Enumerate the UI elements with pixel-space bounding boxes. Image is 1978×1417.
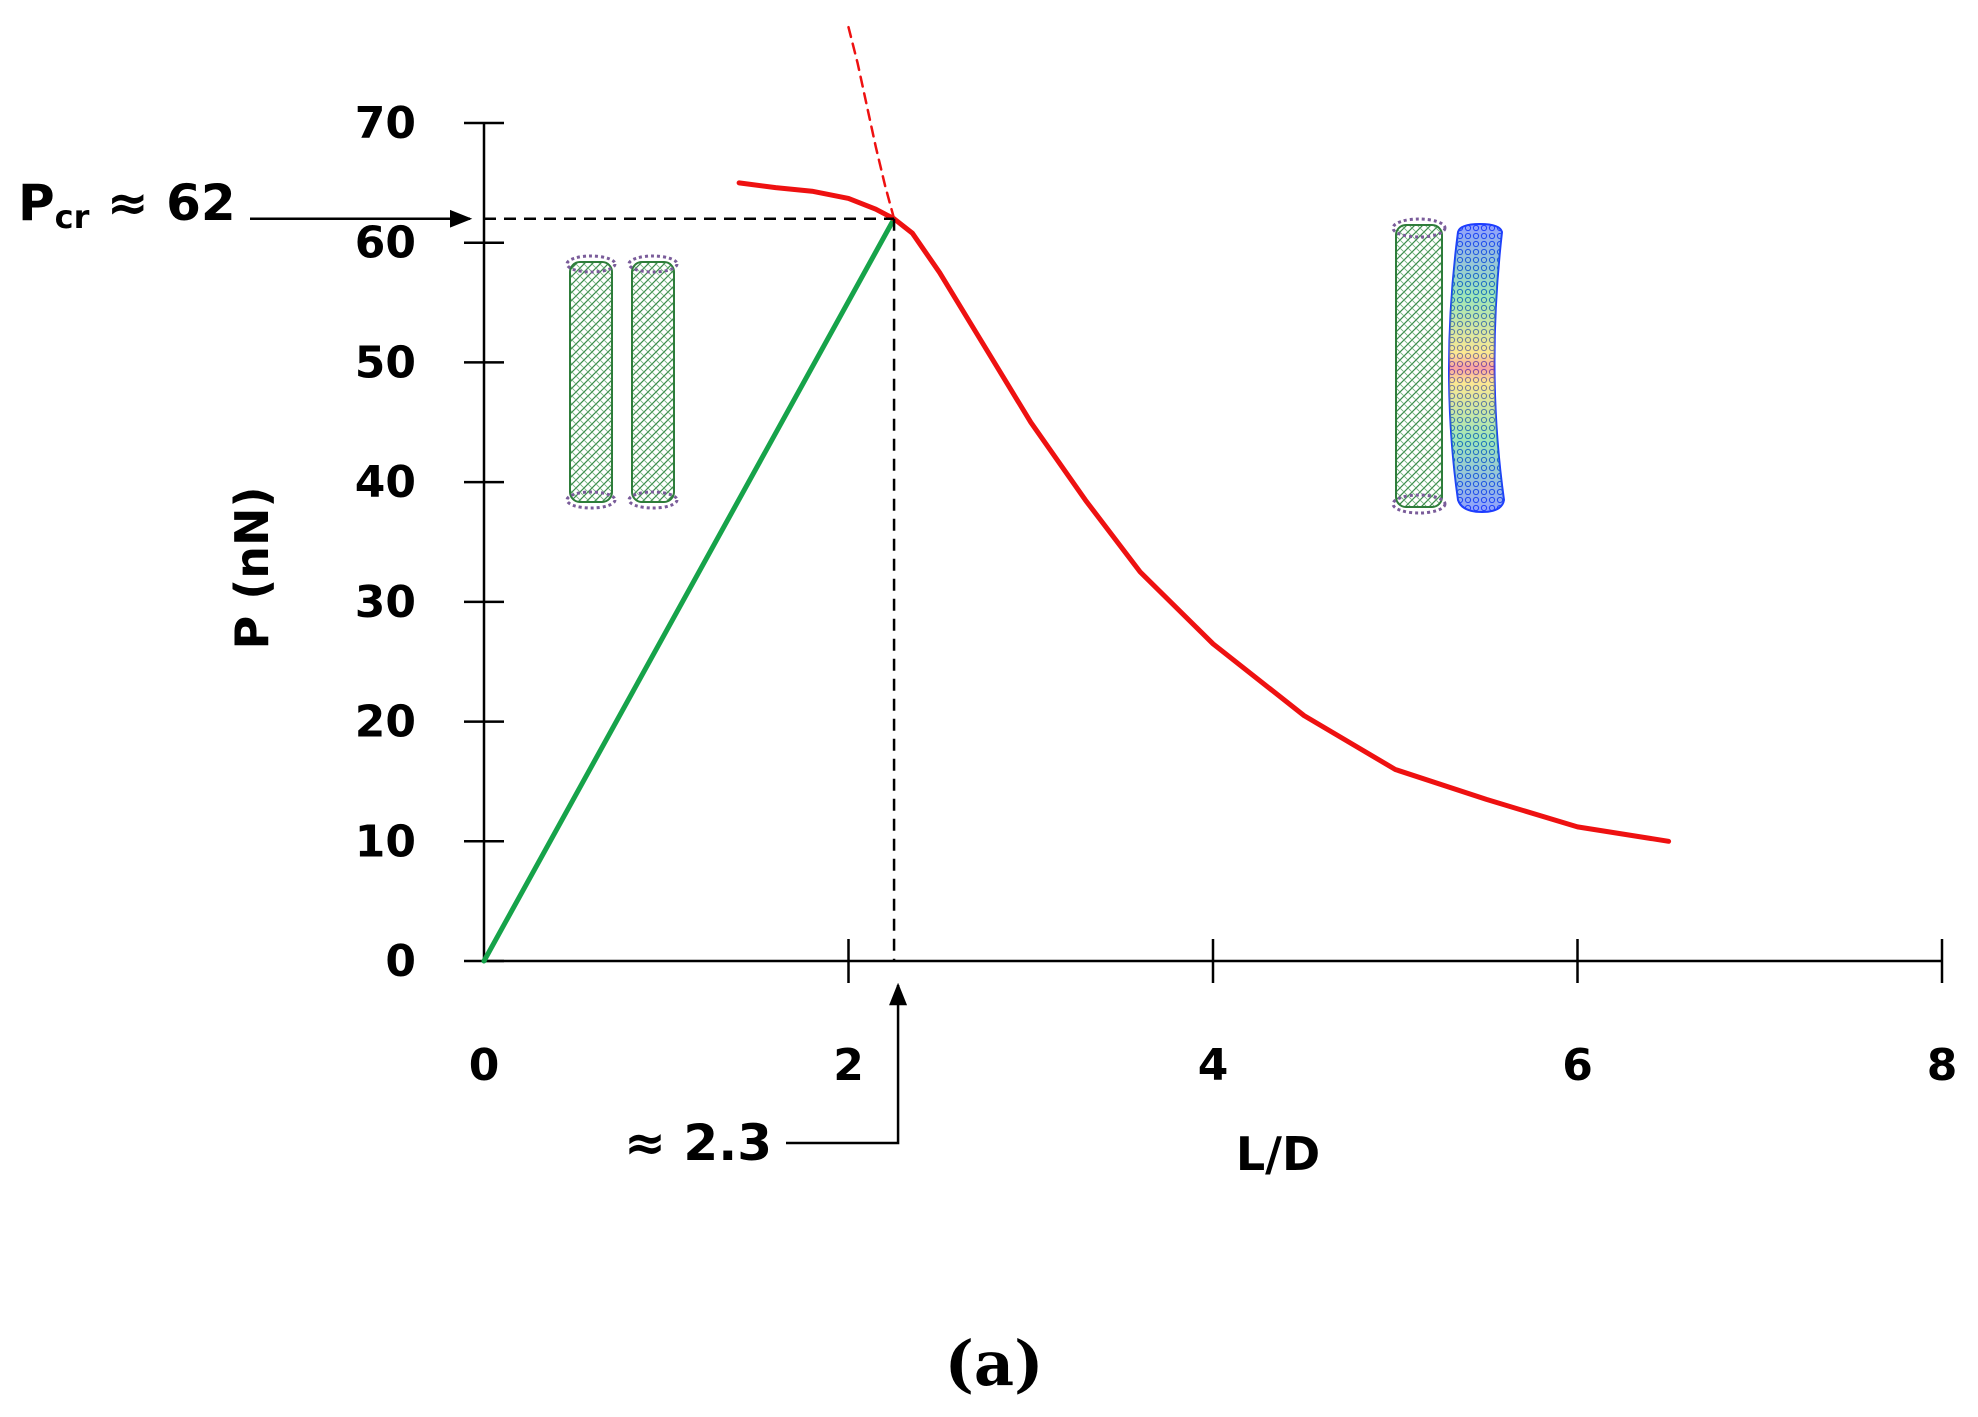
critical-load-subscript: cr [55,198,90,236]
y-tick-label: 70 [355,98,416,149]
x-tick-label: 0 [469,1040,500,1091]
x-tick-label: 2 [833,1040,864,1091]
buckling-load-curve [736,180,1672,844]
critical-load-symbol: P [18,174,55,232]
critical-ratio-arrow [786,982,908,1145]
critical-ratio-annotation: ≈ 2.3 [624,1114,772,1172]
x-tick-label: 8 [1927,1040,1958,1091]
nanotube-pair-buckled-icon [1391,217,1506,515]
nanotube-pair-unbuckled-icon [565,254,679,510]
y-tick-label: 30 [355,577,416,628]
x-tick-label: 4 [1198,1040,1229,1091]
y-tick-label: 0 [385,936,416,987]
y-axis-title: P (nN) [225,486,279,649]
x-tick-label: 6 [1562,1040,1593,1091]
annotations: Pcr ≈ 62 ≈ 2.3 [18,174,908,1172]
axes: 0 10 20 30 40 50 60 70 0 2 4 6 8 [355,98,1958,1091]
y-tick-label: 10 [355,816,416,867]
y-tick-label: 50 [355,337,416,388]
y-tick-label: 60 [355,218,416,269]
critical-load-value: ≈ 62 [89,174,235,232]
linear-load-line [481,216,897,964]
euler-curve-dashed [847,25,896,221]
panel-label: (a) [945,1327,1044,1400]
x-axis-title: L/D [1236,1127,1320,1181]
critical-load-annotation: Pcr ≈ 62 [18,174,236,236]
y-tick-label: 20 [355,697,416,748]
plot-area [481,25,1672,964]
y-tick-label: 40 [355,457,416,508]
